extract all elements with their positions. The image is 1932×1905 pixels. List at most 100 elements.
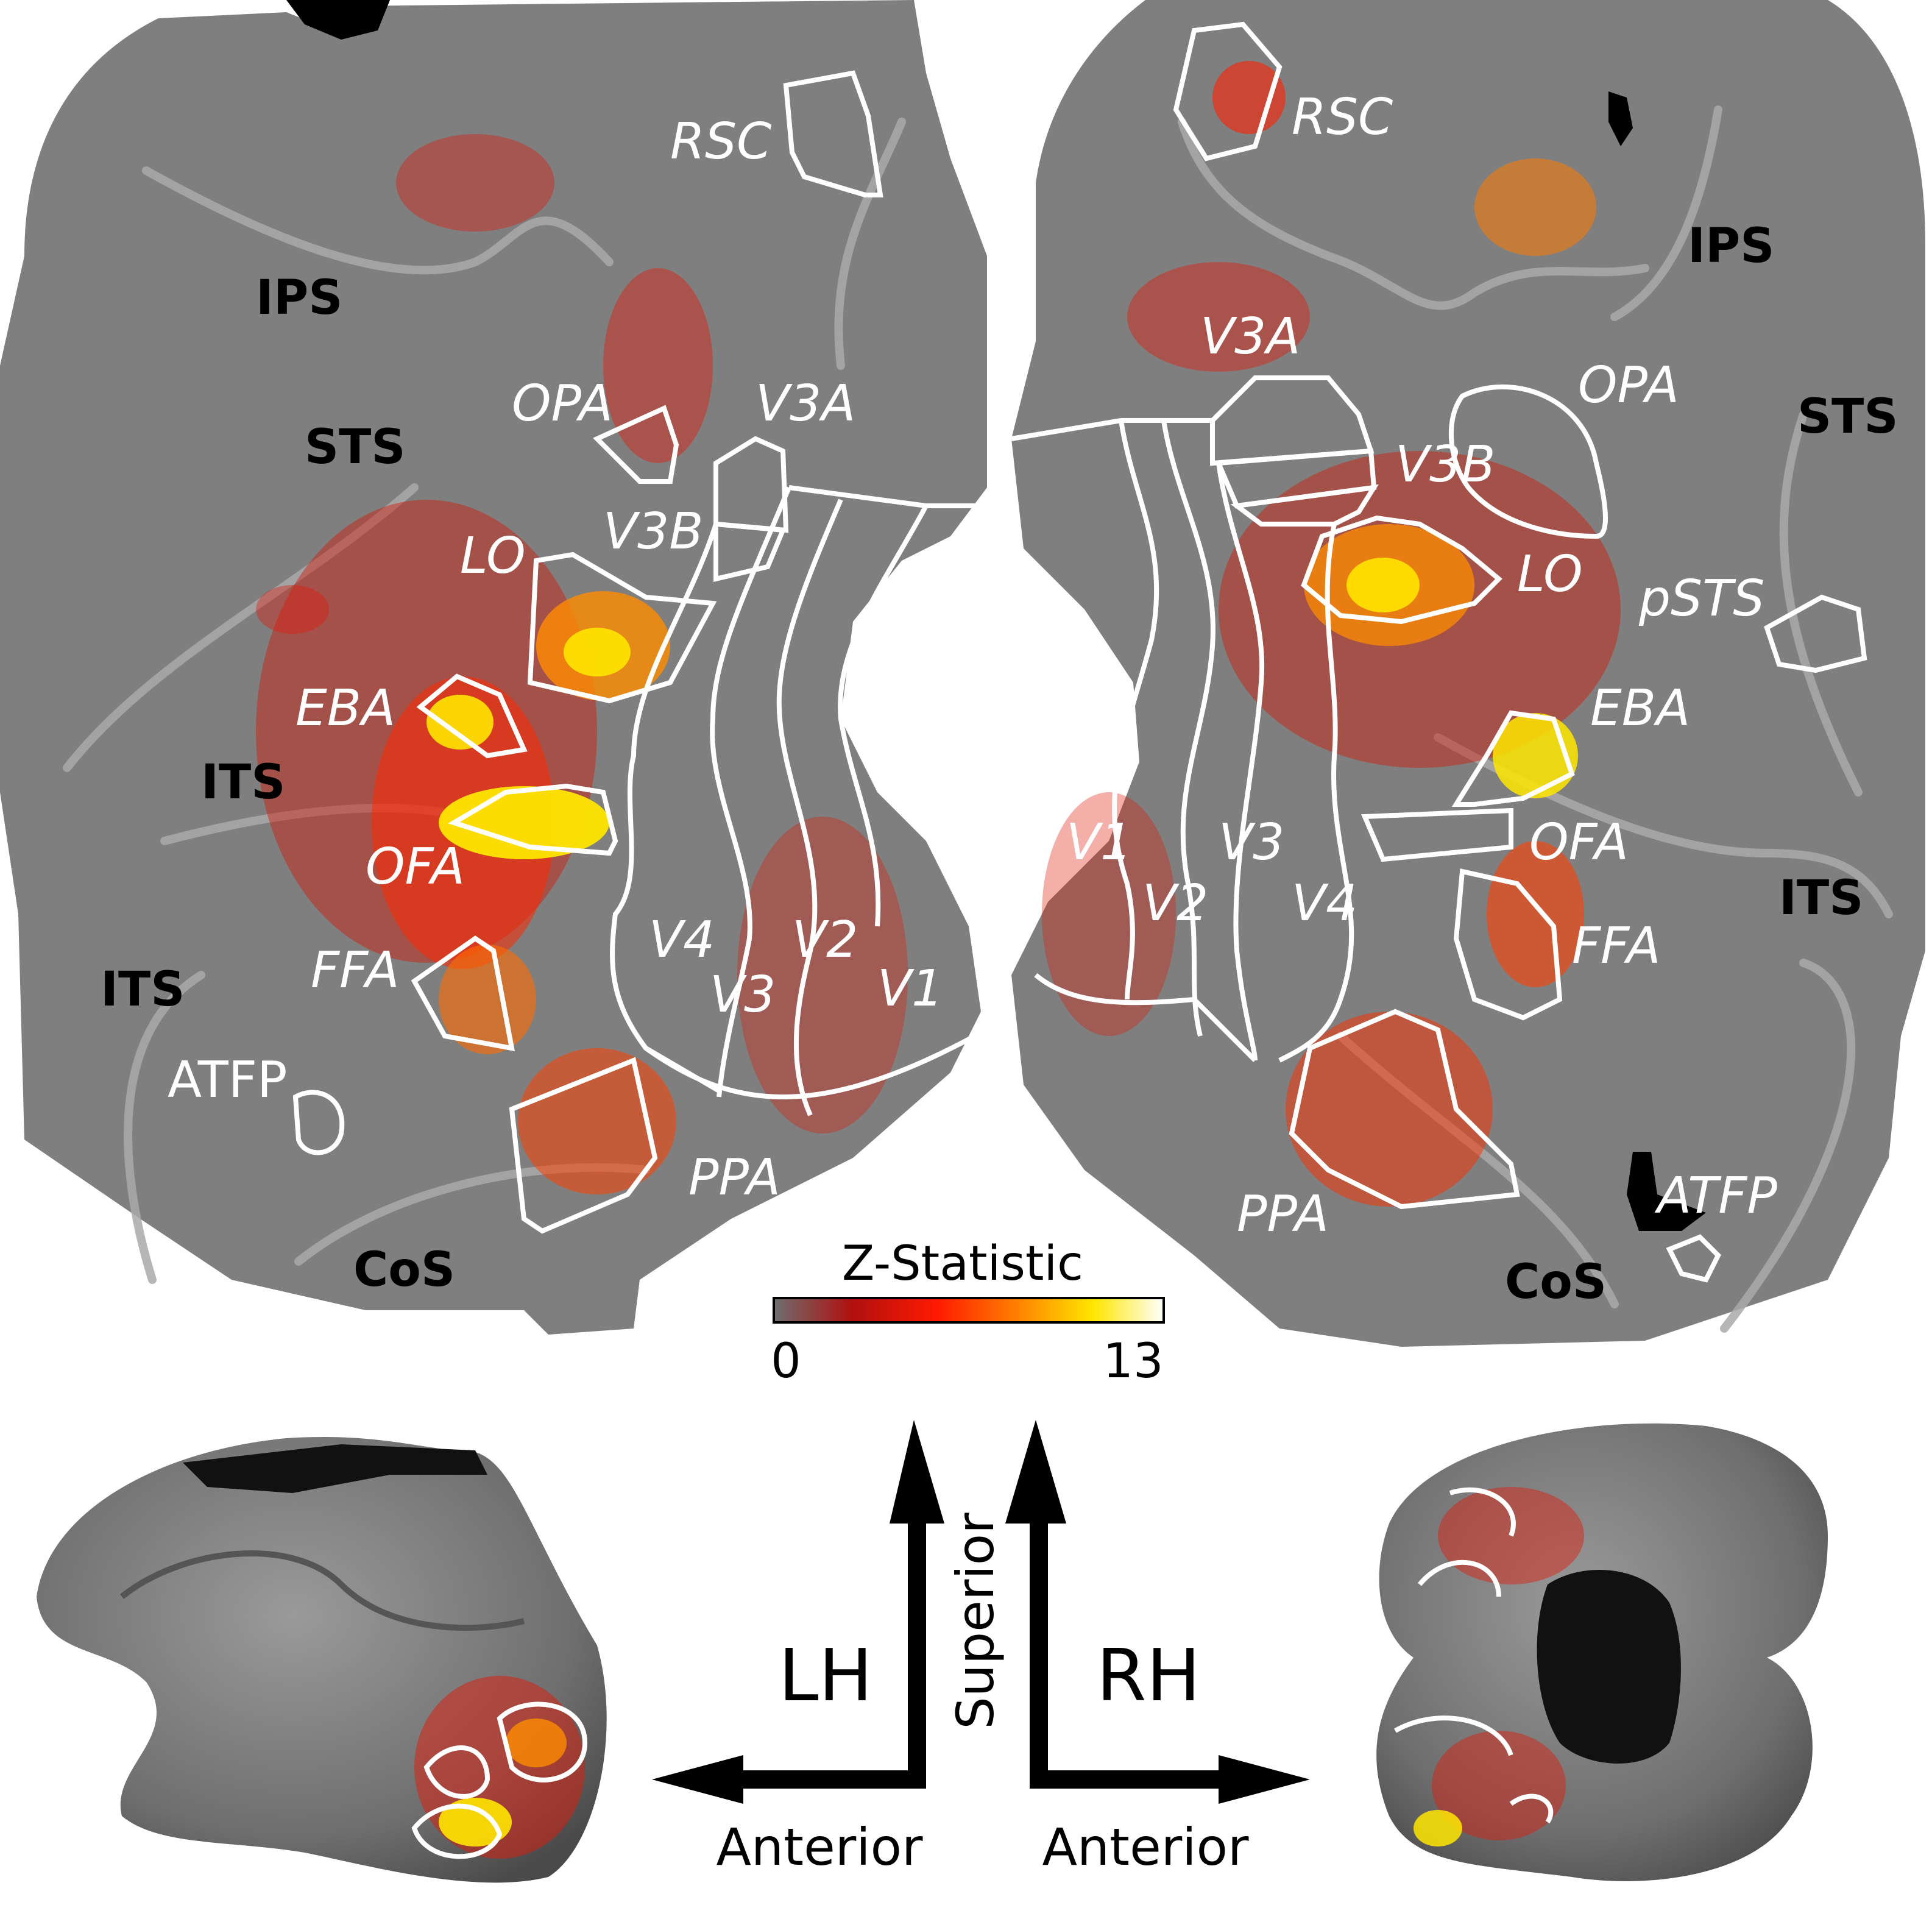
left-sulcus-sts: STS [305, 420, 406, 475]
left-roi-rsc [783, 70, 883, 197]
left-roi-visual-top [788, 485, 987, 508]
left-label-lo: LO [460, 527, 526, 585]
left-label-v3: V3 [710, 966, 776, 1024]
right-flatmap: RSC V3A OPA V3B LO pSTS EBA OFA FFA ATFP… [1011, 0, 1925, 1347]
left-label-eba: EBA [295, 679, 395, 737]
colorbar-min: 0 [771, 1334, 801, 1389]
left-label-v1: V1 [877, 960, 943, 1018]
right-label-ffa: FFA [1572, 917, 1661, 975]
right-roi-visual-v4-outer [1278, 523, 1354, 1063]
left-roi-ffa [411, 935, 515, 1051]
left-label-opa: OPA [512, 375, 613, 433]
right-sulcus-ips: IPS [1688, 219, 1774, 274]
left-sulcus-cos: CoS [353, 1243, 455, 1297]
left-label-v2: V2 [792, 911, 858, 969]
left-roi-labels: RSC OPA V3A V3B LO EBA OFA FFA ATFP PPA … [168, 113, 943, 1207]
lh-label: LH [779, 1633, 872, 1717]
right-roi-eba [1451, 710, 1575, 807]
right-sulcus-sts: STS [1797, 389, 1898, 444]
anterior-right-label: Anterior [1042, 1817, 1249, 1877]
left-label-rsc: RSC [670, 113, 771, 171]
right-label-v3a: V3A [1200, 308, 1300, 366]
left-roi-v3a [713, 436, 789, 533]
left-roi-atfp [292, 1090, 345, 1155]
colorbar-gradient [773, 1297, 1165, 1324]
lh-superior-arrow [890, 1420, 944, 1779]
right-roi-visual-top [1011, 418, 1212, 441]
left-medial-wall [286, 0, 390, 40]
right-activation [1042, 61, 1621, 1207]
left-roi-visual-v1-boundary [838, 505, 929, 927]
right-label-opa: OPA [1578, 357, 1679, 414]
left-label-ppa: PPA [688, 1149, 780, 1207]
right-roi-opa [1448, 384, 1608, 539]
right-roi-ppa [1289, 1009, 1520, 1210]
right-roi-psts [1764, 594, 1867, 673]
right-roi-ffa [1453, 868, 1563, 1021]
right-label-v2: V2 [1142, 874, 1208, 932]
right-medial-wall-2 [1627, 1152, 1706, 1231]
rh-anterior-arrow [1030, 1755, 1310, 1804]
left-sulcus-labels: IPS STS ITS ITS CoS [101, 271, 455, 1297]
left-sulcus-its-upper: ITS [201, 755, 285, 810]
left-roi-eba [416, 673, 528, 759]
left-roi-outlines [292, 70, 987, 1234]
right-roi-lo [1301, 515, 1502, 625]
anterior-left-label: Anterior [716, 1817, 923, 1877]
right-label-eba: EBA [1590, 679, 1690, 737]
left-roi-opa [593, 405, 679, 484]
right-sulcus-its: ITS [1779, 871, 1863, 926]
colorbar-max: 13 [1103, 1334, 1163, 1389]
left-roi-ppa [509, 1057, 658, 1234]
left-sulcus-its-lower: ITS [101, 962, 185, 1017]
left-activation [256, 134, 908, 1194]
superior-label: Superior [946, 1513, 1005, 1729]
left-label-ofa: OFA [366, 838, 465, 896]
left-sulcus-ips: IPS [256, 271, 342, 325]
right-roi-atfp [1666, 1234, 1721, 1283]
right-label-v3b: V3B [1395, 436, 1496, 494]
right-sulcus-cos: CoS [1505, 1255, 1607, 1310]
left-roi-visual-v3v2 [710, 486, 791, 1098]
left-roi-ofa [448, 783, 618, 856]
left-label-v4: V4 [649, 911, 715, 969]
right-roi-visual-v1v2 [1112, 420, 1159, 1000]
left-label-v3b: V3B [603, 503, 704, 561]
right-label-v3: V3 [1219, 814, 1284, 871]
right-sulcus-labels: IPS STS ITS CoS [1505, 219, 1898, 1310]
rh-superior-arrow [1005, 1420, 1066, 1779]
left-label-v3a: V3A [755, 375, 855, 433]
left-label-atfp: ATFP [168, 1051, 287, 1109]
left-roi-visual-bottom [644, 1034, 976, 1099]
right-label-ppa: PPA [1237, 1185, 1329, 1243]
left-flatmap: RSC OPA V3A V3B LO EBA OFA FFA ATFP PPA … [0, 0, 987, 1335]
right-roi-visual-bottom [1034, 973, 1257, 1062]
right-label-v1: V1 [1066, 814, 1132, 871]
right-hemisphere-3d [1376, 1423, 1828, 1881]
right-medial-wall-1 [1608, 91, 1633, 146]
lh-anterior-arrow [652, 1755, 926, 1804]
left-label-ffa: FFA [311, 942, 400, 999]
left-roi-visual-v4v3 [610, 523, 721, 1093]
right-roi-v3a [1210, 375, 1375, 466]
left-hemisphere-3d [37, 1436, 607, 1883]
right-label-lo: LO [1517, 545, 1583, 603]
rh-label: RH [1097, 1633, 1201, 1717]
left-cortex-surface [0, 0, 987, 1335]
left-roi-v3b [713, 521, 787, 583]
orientation-legend: LH RH Superior Anterior Anterior [652, 1420, 1310, 1877]
right-label-atfp: ATFP [1654, 1167, 1777, 1225]
right-label-rsc: RSC [1292, 88, 1393, 146]
right-cortex-surface [1011, 0, 1925, 1347]
right-label-v4: V4 [1292, 874, 1357, 932]
right-roi-visual-v2v3 [1161, 420, 1215, 1037]
colorbar-title: Z-Statistic [842, 1236, 1083, 1291]
colorbar: Z-Statistic 0 13 [771, 1236, 1165, 1389]
right-label-psts: pSTS [1638, 570, 1764, 628]
right-roi-outlines [1011, 21, 1867, 1283]
left-roi-visual-v2v1 [776, 498, 843, 1116]
right-roi-labels: RSC V3A OPA V3B LO pSTS EBA OFA FFA ATFP… [1066, 88, 1777, 1243]
right-label-ofa: OFA [1529, 814, 1629, 871]
right-roi-rsc [1173, 21, 1283, 161]
